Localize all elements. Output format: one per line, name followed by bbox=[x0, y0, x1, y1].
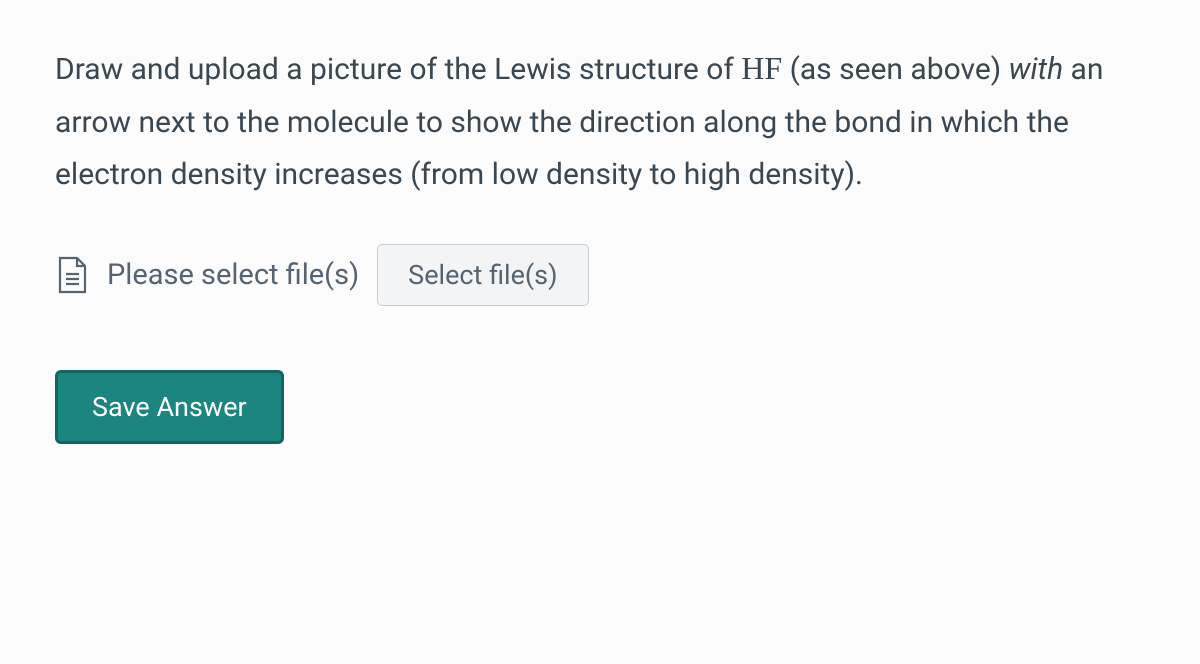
formula-hf: HF bbox=[741, 50, 782, 86]
save-answer-button[interactable]: Save Answer bbox=[55, 370, 284, 444]
question-italic: with bbox=[1009, 52, 1064, 87]
file-icon bbox=[55, 255, 89, 295]
select-file-button[interactable]: Select file(s) bbox=[377, 244, 588, 306]
question-part1: Draw and upload a picture of the Lewis s… bbox=[55, 52, 741, 87]
upload-row: Please select file(s) Select file(s) bbox=[55, 244, 1145, 306]
upload-label: Please select file(s) bbox=[107, 258, 359, 292]
question-text: Draw and upload a picture of the Lewis s… bbox=[55, 40, 1145, 202]
question-part2: (as seen above) bbox=[782, 52, 1008, 87]
